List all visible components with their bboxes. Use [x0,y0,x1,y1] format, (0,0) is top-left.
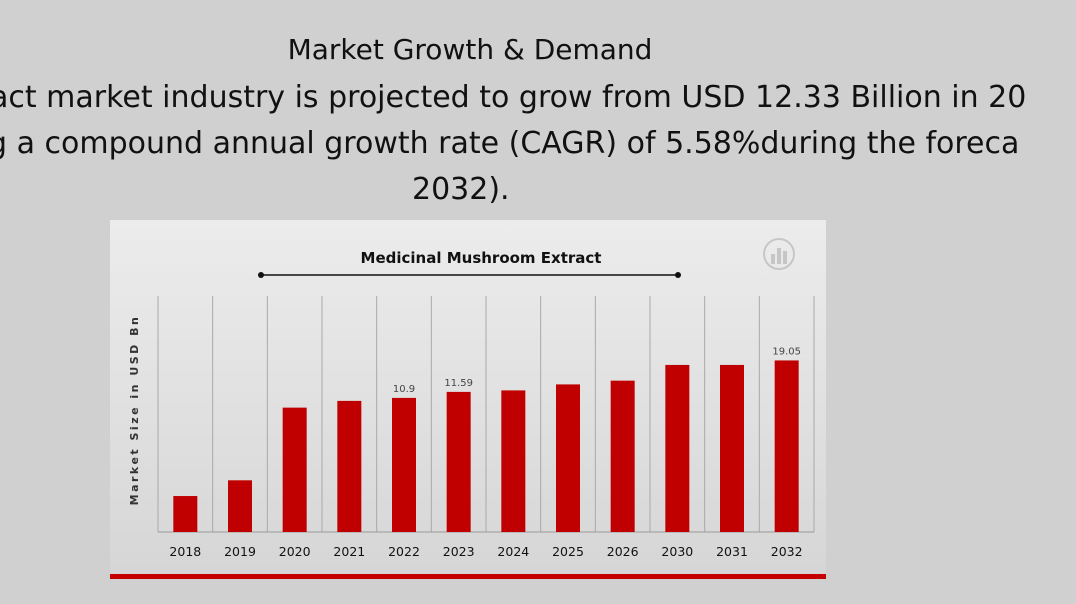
data-label: 11.59 [444,378,473,389]
x-tick-label: 2031 [716,544,748,559]
page-title: Market Growth & Demand [287,33,653,66]
chart-title: Medicinal Mushroom Extract [361,249,602,267]
x-tick-label: 2018 [169,544,201,559]
bar-2031 [720,364,744,532]
description-line-2: g a compound annual growth rate (CAGR) o… [0,126,1020,161]
x-tick-label: 2030 [661,544,693,559]
x-tick-label: 2025 [552,544,584,559]
description-line-1: act market industry is projected to grow… [0,80,1027,115]
bar-2025 [556,384,580,532]
bar-2020 [282,407,307,532]
brand-logo-icon [763,238,795,270]
bar-2024 [501,390,526,532]
data-label: 19.05 [772,346,801,357]
x-tick-label: 2024 [497,544,529,559]
bar-2032 [774,360,799,532]
chart-underline [110,574,826,579]
x-tick-label: 2026 [607,544,639,559]
x-tick-label: 2021 [333,544,365,559]
x-tick-label: 2022 [388,544,420,559]
x-tick-label: 2020 [279,544,311,559]
bar-2023 [446,391,471,532]
market-description: act market industry is projected to grow… [0,76,1076,210]
description-line-3: 2032). [412,172,510,207]
bar-2021 [337,400,362,532]
x-tick-label: 2023 [443,544,475,559]
bar-2030 [665,364,690,532]
bar-2018 [173,496,198,532]
bar-2019 [228,480,252,532]
y-axis-label: Market Size in USD Bn [128,315,141,506]
bar-2026 [610,380,635,532]
title-rule-start-dot [258,272,264,278]
title-rule-end-dot [675,272,681,278]
data-label: 10.9 [393,384,415,395]
x-tick-label: 2032 [771,544,803,559]
x-tick-label: 2019 [224,544,256,559]
bar-2022 [392,397,416,532]
